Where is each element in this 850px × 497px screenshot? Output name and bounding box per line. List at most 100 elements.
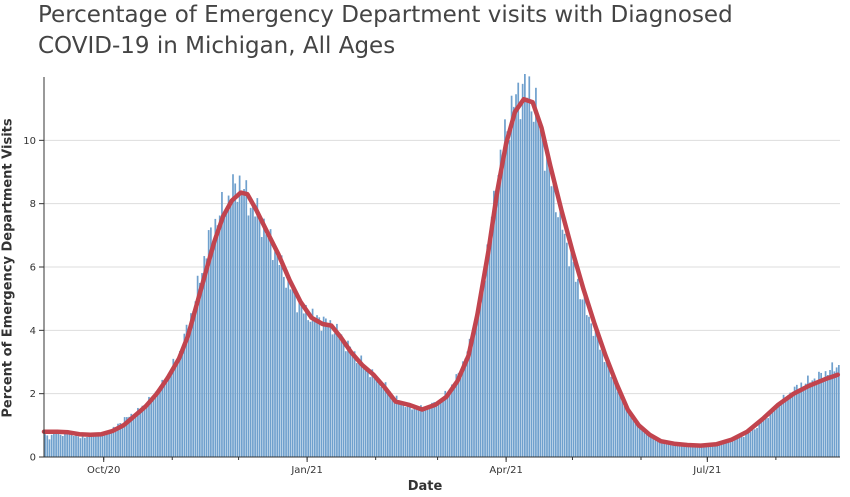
- bar: [475, 313, 478, 457]
- bar: [791, 395, 794, 457]
- bar: [692, 444, 694, 457]
- bar: [776, 404, 778, 457]
- bar: [822, 377, 825, 457]
- bar: [543, 170, 546, 457]
- bar: [402, 402, 405, 457]
- bar: [621, 397, 624, 457]
- bar: [75, 435, 77, 457]
- bar: [727, 440, 730, 457]
- bar: [225, 208, 228, 457]
- bar: [431, 402, 433, 457]
- bar: [294, 290, 296, 457]
- bar: [645, 432, 648, 457]
- bar: [818, 371, 820, 457]
- bar: [588, 316, 590, 457]
- bar: [227, 195, 230, 457]
- bar: [395, 395, 398, 457]
- bar: [532, 121, 535, 458]
- bar: [616, 391, 619, 457]
- bar: [738, 437, 741, 457]
- bar: [86, 436, 88, 457]
- bar: [196, 275, 199, 457]
- bar: [612, 378, 615, 457]
- bar: [123, 417, 126, 457]
- bar: [643, 428, 646, 457]
- bar: [453, 384, 455, 457]
- bar: [731, 441, 734, 457]
- bar: [658, 441, 661, 457]
- bar: [349, 346, 352, 457]
- bar: [694, 446, 696, 457]
- bar: [601, 348, 604, 457]
- bar: [652, 438, 654, 457]
- bar: [50, 434, 53, 457]
- bar: [305, 305, 307, 457]
- bar: [464, 358, 467, 457]
- bar: [81, 436, 84, 457]
- bar: [145, 406, 148, 457]
- bar: [711, 444, 714, 457]
- bar: [393, 399, 396, 457]
- bar: [572, 261, 575, 457]
- bar: [53, 431, 55, 457]
- bar: [517, 82, 520, 458]
- bar: [433, 402, 436, 457]
- y-tick-label: 2: [30, 389, 36, 400]
- bar: [705, 445, 708, 457]
- bar: [590, 323, 593, 457]
- bar: [557, 217, 559, 457]
- bar: [344, 351, 347, 457]
- bar: [216, 225, 219, 457]
- bar: [784, 397, 787, 457]
- bar: [176, 358, 179, 457]
- bar: [263, 218, 265, 457]
- bar: [510, 95, 513, 457]
- bar: [824, 371, 827, 457]
- bar: [342, 340, 345, 457]
- bar: [800, 382, 803, 457]
- bar: [318, 317, 321, 457]
- bar: [559, 200, 562, 458]
- bar: [541, 131, 544, 458]
- bar: [238, 175, 241, 457]
- bar: [833, 371, 836, 457]
- bar: [650, 435, 652, 457]
- bar: [627, 413, 630, 457]
- bar: [577, 278, 579, 457]
- bar: [190, 313, 192, 457]
- bar: [681, 444, 683, 457]
- bar: [546, 149, 548, 457]
- x-axis-label: Date: [407, 479, 443, 494]
- bar: [813, 378, 816, 457]
- bar: [428, 408, 431, 457]
- bar: [55, 432, 57, 457]
- bar: [391, 395, 394, 457]
- bar: [254, 216, 256, 457]
- bar: [762, 419, 765, 457]
- bar: [714, 444, 716, 457]
- bar: [751, 428, 754, 457]
- bar: [479, 289, 482, 457]
- bar: [455, 374, 458, 457]
- bar: [782, 394, 785, 457]
- bar: [247, 215, 250, 457]
- bar: [245, 180, 248, 457]
- bar: [141, 405, 144, 457]
- bar: [373, 375, 376, 457]
- bar: [70, 432, 73, 457]
- bar: [592, 335, 595, 457]
- bar: [835, 367, 838, 457]
- bar: [486, 244, 489, 457]
- bar: [672, 444, 674, 457]
- bar: [249, 207, 252, 457]
- bar: [214, 218, 217, 457]
- bar: [462, 361, 464, 457]
- bar: [831, 362, 834, 457]
- bar: [446, 396, 449, 457]
- bar: [641, 429, 643, 457]
- bar: [689, 445, 692, 457]
- bar: [742, 436, 745, 457]
- bar: [448, 392, 451, 457]
- bar: [386, 392, 389, 457]
- bar: [625, 405, 628, 457]
